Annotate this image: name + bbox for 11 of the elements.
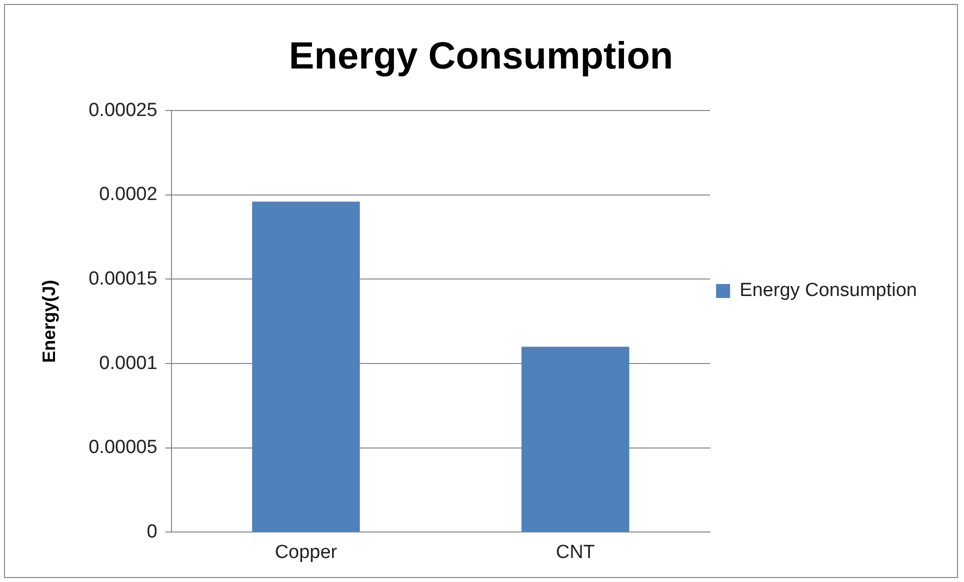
y-axis-title: Energy(J) [38,280,59,363]
chart-title: Energy Consumption [288,35,674,78]
y-tick-label: 0 [146,521,158,542]
y-tick-label: 0.00005 [88,437,158,458]
legend-label: Energy Consumption [740,280,918,302]
x-tick-label: CNT [556,542,596,563]
y-tick-label: 0.0001 [99,352,158,374]
y-tick-label: 0.00025 [88,100,158,121]
y-tick-label: 0.00015 [88,268,158,290]
y-tick-label: 0.0002 [99,184,158,206]
x-tick-label: Copper [274,542,338,563]
